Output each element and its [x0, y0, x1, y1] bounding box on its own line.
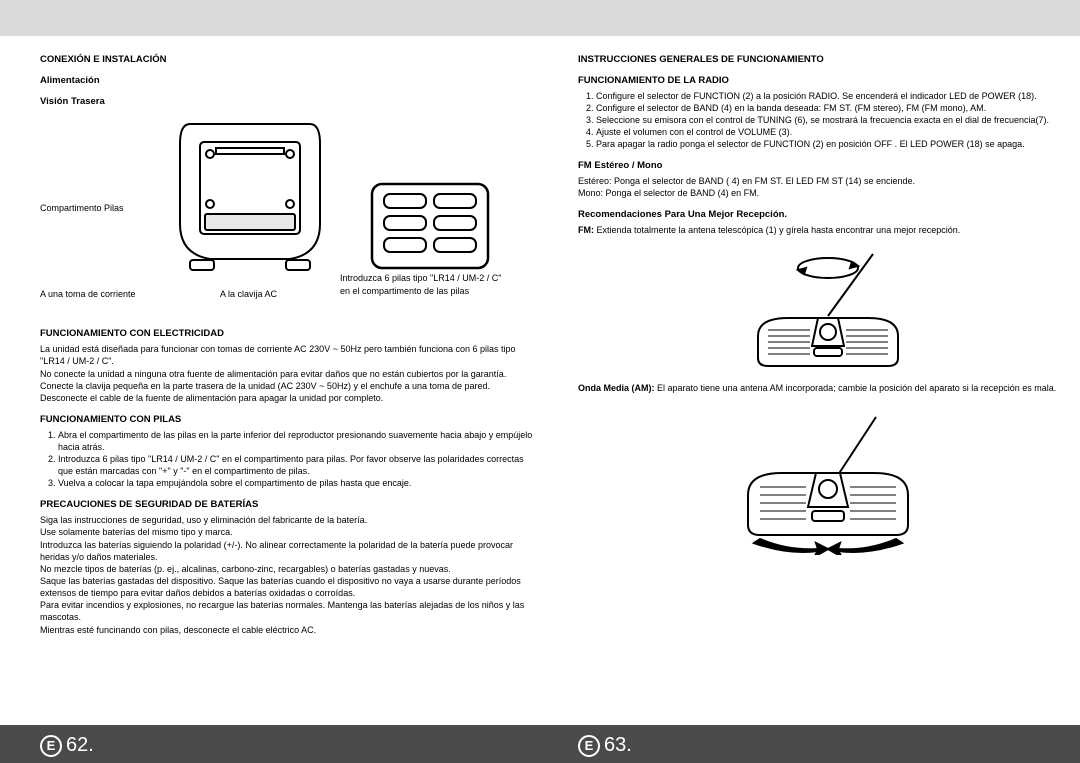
paragraph: FM: Extienda totalmente la antena telesc…	[578, 224, 1078, 236]
list-item: Para apagar la radio ponga el selector d…	[596, 138, 1078, 150]
paragraph: Estéreo: Ponga el selector de BAND ( 4) …	[578, 175, 1078, 187]
paragraph: Saque las baterías gastadas del disposit…	[40, 575, 540, 599]
am-rotate-illustration	[718, 405, 938, 555]
fm-label: FM:	[578, 225, 594, 235]
language-badge: E	[40, 735, 62, 757]
heading: FUNCIONAMIENTO CON PILAS	[40, 414, 540, 427]
paragraph: Siga las instrucciones de seguridad, uso…	[40, 514, 540, 526]
heading: FM Estéreo / Mono	[578, 160, 1078, 173]
am-text: El aparato tiene una antena AM incorpora…	[657, 383, 1056, 393]
heading: Alimentación	[40, 75, 540, 88]
heading: FUNCIONAMIENTO CON ELECTRICIDAD	[40, 328, 540, 341]
page-number-text: 62.	[66, 734, 94, 757]
paragraph: Use solamente baterías del mismo tipo y …	[40, 526, 540, 538]
fm-antenna-illustration	[728, 246, 928, 376]
list-item: Vuelva a colocar la tapa empujándola sob…	[58, 477, 540, 489]
top-band	[0, 0, 1080, 36]
heading: FUNCIONAMIENTO DE LA RADIO	[578, 75, 1078, 88]
diagram-label: A la clavija AC	[220, 288, 277, 300]
rear-view-illustration	[170, 114, 330, 274]
page-right: INSTRUCCIONES GENERALES DE FUNCIONAMIENT…	[578, 54, 1078, 561]
diagram-label: A una toma de corriente	[40, 288, 136, 300]
fm-text: Extienda totalmente la antena telescópic…	[597, 225, 961, 235]
diagram-label: Introduzca 6 pilas tipo "LR14 / UM-2 / C…	[340, 272, 510, 296]
radio-steps-list: Configure el selector de FUNCTION (2) a …	[578, 90, 1078, 151]
page-number-right: E 63.	[578, 734, 1040, 757]
heading: CONEXIÓN E INSTALACIÓN	[40, 54, 540, 67]
diagram-label: Compartimento Pilas	[40, 202, 150, 214]
paragraph: Conecte la clavija pequeña en la parte t…	[40, 380, 540, 392]
paragraph: Introduzca las baterías siguiendo la pol…	[40, 539, 540, 563]
heading: INSTRUCCIONES GENERALES DE FUNCIONAMIENT…	[578, 54, 1078, 67]
paragraph: Desconecte el cable de la fuente de alim…	[40, 392, 540, 404]
list-item: Configure el selector de BAND (4) en la …	[596, 102, 1078, 114]
heading: PRECAUCIONES DE SEGURIDAD DE BATERÍAS	[40, 499, 540, 512]
list-item: Ajuste el volumen con el control de VOLU…	[596, 126, 1078, 138]
battery-box-illustration	[370, 182, 490, 270]
paragraph: Mientras esté funcinando con pilas, desc…	[40, 624, 540, 636]
list-item: Configure el selector de FUNCTION (2) a …	[596, 90, 1078, 102]
page-left: CONEXIÓN E INSTALACIÓN Alimentación Visi…	[40, 54, 540, 636]
list-item: Seleccione su emisora con el control de …	[596, 114, 1078, 126]
page-number-text: 63.	[604, 734, 632, 757]
rear-diagram-area: Compartimento Pilas A una toma de corrie…	[40, 110, 540, 320]
paragraph: No conecte la unidad a ninguna otra fuen…	[40, 368, 540, 380]
paragraph: No mezcle tipos de baterías (p. ej., alc…	[40, 563, 540, 575]
paragraph: Para evitar incendios y explosiones, no …	[40, 599, 540, 623]
page-number-left: E 62.	[40, 734, 94, 757]
paragraph: Onda Media (AM): El aparato tiene una an…	[578, 382, 1078, 394]
battery-steps-list: Abra el compartimento de las pilas en la…	[40, 429, 540, 490]
heading: Recomendaciones Para Una Mejor Recepción…	[578, 209, 1078, 222]
am-label: Onda Media (AM):	[578, 383, 655, 393]
paragraph: Mono: Ponga el selector de BAND (4) en F…	[578, 187, 1078, 199]
paragraph: La unidad está diseñada para funcionar c…	[40, 343, 540, 367]
heading: Visión Trasera	[40, 96, 540, 109]
language-badge: E	[578, 735, 600, 757]
list-item: Abra el compartimento de las pilas en la…	[58, 429, 540, 453]
list-item: Introduzca 6 pilas tipo "LR14 / UM-2 / C…	[58, 453, 540, 477]
